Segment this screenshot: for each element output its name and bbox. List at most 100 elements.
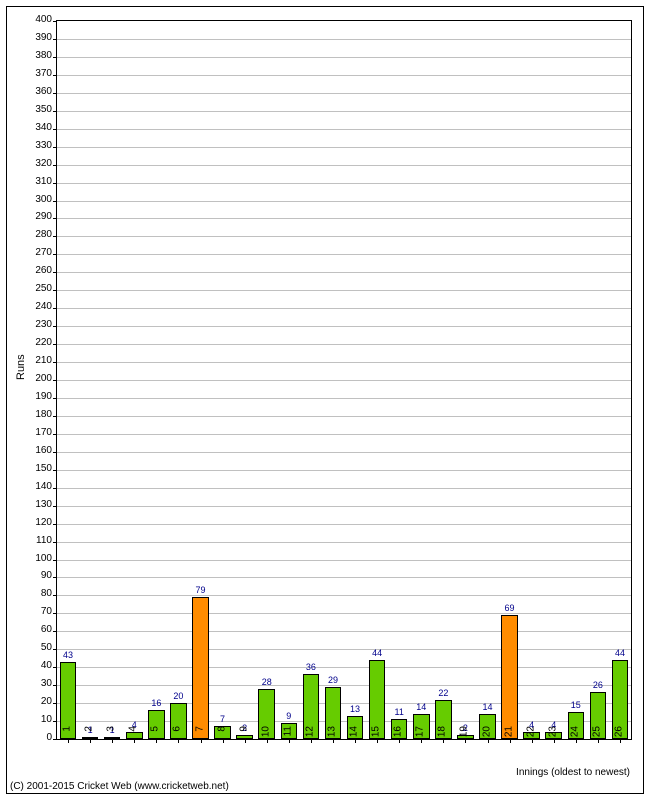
ytick-label: 140 <box>12 482 52 492</box>
bar <box>192 597 209 739</box>
bars-container: 4311416207972289362913441114222146944152… <box>57 21 631 739</box>
bar-value-label: 43 <box>63 650 73 660</box>
ytick-mark <box>53 667 57 668</box>
ytick-mark <box>53 129 57 130</box>
ytick-mark <box>53 577 57 578</box>
ytick-label: 390 <box>12 33 52 43</box>
xtick-label: 26 <box>613 726 624 746</box>
ytick-mark <box>53 398 57 399</box>
ytick-mark <box>53 362 57 363</box>
ytick-label: 240 <box>12 302 52 312</box>
xtick-label: 1 <box>62 726 73 746</box>
xtick-label: 12 <box>304 726 315 746</box>
ytick-label: 130 <box>12 500 52 510</box>
ytick-mark <box>53 75 57 76</box>
ytick-mark <box>53 434 57 435</box>
xtick-label: 19 <box>459 726 470 746</box>
xtick-label: 23 <box>547 726 558 746</box>
copyright-text: (C) 2001-2015 Cricket Web (www.cricketwe… <box>10 781 229 792</box>
ytick-mark <box>53 721 57 722</box>
ytick-mark <box>53 631 57 632</box>
xtick-label: 13 <box>326 726 337 746</box>
ytick-label: 270 <box>12 248 52 258</box>
ytick-mark <box>53 111 57 112</box>
ytick-mark <box>53 93 57 94</box>
ytick-label: 260 <box>12 266 52 276</box>
bar-value-label: 14 <box>416 702 426 712</box>
ytick-label: 120 <box>12 518 52 528</box>
ytick-label: 370 <box>12 69 52 79</box>
ytick-label: 350 <box>12 105 52 115</box>
ytick-label: 290 <box>12 212 52 222</box>
ytick-mark <box>53 165 57 166</box>
ytick-label: 330 <box>12 141 52 151</box>
ytick-mark <box>53 703 57 704</box>
xtick-label: 7 <box>194 726 205 746</box>
xtick-label: 15 <box>371 726 382 746</box>
xtick-label: 25 <box>591 726 602 746</box>
ytick-mark <box>53 739 57 740</box>
ytick-label: 180 <box>12 410 52 420</box>
bar-value-label: 15 <box>571 700 581 710</box>
plot-area: 4311416207972289362913441114222146944152… <box>56 20 632 740</box>
ytick-label: 20 <box>12 697 52 707</box>
xtick-label: 11 <box>282 726 293 746</box>
bar-value-label: 28 <box>262 677 272 687</box>
ytick-label: 100 <box>12 554 52 564</box>
ytick-label: 220 <box>12 338 52 348</box>
ytick-mark <box>53 542 57 543</box>
xtick-label: 9 <box>238 726 249 746</box>
ytick-mark <box>53 488 57 489</box>
ytick-label: 10 <box>12 715 52 725</box>
ytick-label: 300 <box>12 195 52 205</box>
xtick-label: 22 <box>525 726 536 746</box>
bar-value-label: 11 <box>395 707 404 717</box>
bar-value-label: 79 <box>195 585 205 595</box>
ytick-mark <box>53 39 57 40</box>
xtick-label: 21 <box>503 726 514 746</box>
ytick-label: 340 <box>12 123 52 133</box>
bar-value-label: 44 <box>615 648 625 658</box>
ytick-label: 400 <box>12 15 52 25</box>
ytick-label: 160 <box>12 446 52 456</box>
xtick-label: 3 <box>106 726 117 746</box>
chart-frame: Runs 43114162079722893629134411142221469… <box>0 0 650 800</box>
ytick-mark <box>53 452 57 453</box>
ytick-mark <box>53 308 57 309</box>
ytick-label: 70 <box>12 607 52 617</box>
ytick-label: 40 <box>12 661 52 671</box>
ytick-mark <box>53 344 57 345</box>
ytick-mark <box>53 649 57 650</box>
ytick-mark <box>53 506 57 507</box>
ytick-label: 150 <box>12 464 52 474</box>
ytick-mark <box>53 183 57 184</box>
ytick-mark <box>53 201 57 202</box>
ytick-mark <box>53 218 57 219</box>
ytick-label: 310 <box>12 177 52 187</box>
ytick-label: 110 <box>12 536 52 546</box>
bar <box>501 615 518 739</box>
ytick-label: 210 <box>12 356 52 366</box>
xtick-label: 2 <box>84 726 95 746</box>
bar-value-label: 7 <box>220 714 225 724</box>
ytick-label: 360 <box>12 87 52 97</box>
ytick-label: 380 <box>12 51 52 61</box>
ytick-mark <box>53 560 57 561</box>
ytick-mark <box>53 326 57 327</box>
ytick-label: 60 <box>12 625 52 635</box>
ytick-label: 280 <box>12 230 52 240</box>
xtick-label: 14 <box>349 726 360 746</box>
ytick-mark <box>53 254 57 255</box>
ytick-mark <box>53 57 57 58</box>
ytick-label: 170 <box>12 428 52 438</box>
ytick-label: 190 <box>12 392 52 402</box>
ytick-mark <box>53 380 57 381</box>
ytick-label: 320 <box>12 159 52 169</box>
ytick-label: 230 <box>12 320 52 330</box>
ytick-mark <box>53 416 57 417</box>
ytick-mark <box>53 147 57 148</box>
xtick-label: 6 <box>172 726 183 746</box>
bar-value-label: 36 <box>306 662 316 672</box>
xtick-label: 18 <box>437 726 448 746</box>
xtick-label: 5 <box>150 726 161 746</box>
